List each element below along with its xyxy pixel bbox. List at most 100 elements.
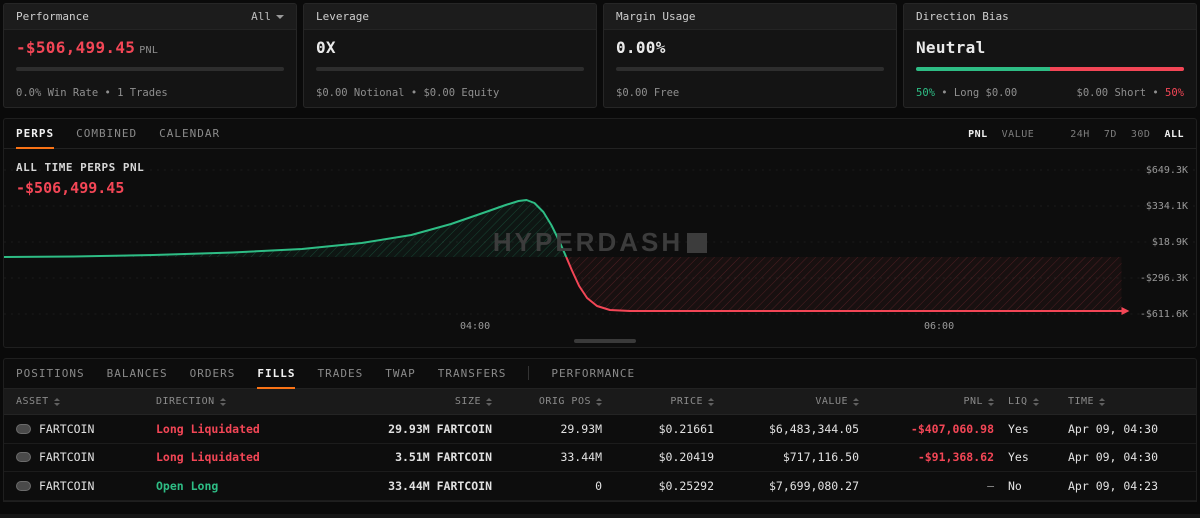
sort-icon xyxy=(596,397,602,406)
long-bias-bar-segment xyxy=(916,67,1050,71)
leverage-value: 0X xyxy=(316,38,336,57)
liq-cell: No xyxy=(1008,478,1022,493)
hyperdash-watermark: HYPERDASH xyxy=(4,227,1196,258)
direction-bias-card: Direction Bias Neutral 50% • Long $0.00 … xyxy=(903,3,1197,108)
hyperdash-logo-block xyxy=(687,233,708,253)
performance-pnl-value: -$506,499.45 PNL xyxy=(16,38,159,57)
tab-fills[interactable]: FILLS xyxy=(257,359,296,389)
y-axis-tick: $649.3K xyxy=(1145,165,1188,176)
range-24h-button[interactable]: 24H xyxy=(1070,129,1090,140)
table-row[interactable]: FARTCOIN Long Liquidated 29.93M FARTCOIN… xyxy=(4,415,1196,444)
asset-cell: FARTCOIN xyxy=(16,479,156,493)
tab-perps[interactable]: PERPS xyxy=(16,119,55,149)
sort-icon xyxy=(988,397,994,406)
performance-card-header: Performance All xyxy=(4,4,296,30)
orig-pos-cell: 0 xyxy=(595,478,602,493)
tab-orders[interactable]: ORDERS xyxy=(189,367,236,380)
sort-icon xyxy=(1032,397,1039,406)
long-bias-footer: 50% • Long $0.00 xyxy=(916,87,1018,99)
tab-twap[interactable]: TWAP xyxy=(385,367,416,380)
pnl-line-chart[interactable] xyxy=(4,149,1196,319)
header-value[interactable]: VALUE xyxy=(714,396,859,407)
direction-cell: Long Liquidated xyxy=(156,421,260,436)
header-time[interactable]: TIME xyxy=(1054,396,1184,407)
header-pnl[interactable]: PNL xyxy=(859,396,994,407)
table-row[interactable]: FARTCOIN Long Liquidated 3.51M FARTCOIN … xyxy=(4,444,1196,472)
sort-icon xyxy=(853,397,859,406)
price-cell: $0.21661 xyxy=(658,421,714,436)
page-scrollbar[interactable] xyxy=(0,514,1200,518)
range-all-button[interactable]: ALL xyxy=(1164,129,1184,140)
direction-bias-title: Direction Bias xyxy=(916,10,1009,23)
tab-trades[interactable]: TRADES xyxy=(317,367,364,380)
tab-performance[interactable]: PERFORMANCE xyxy=(551,367,636,380)
tab-calendar[interactable]: CALENDAR xyxy=(159,127,221,140)
y-axis-tick: -$296.3K xyxy=(1139,273,1188,284)
chart-scrollbar[interactable] xyxy=(574,339,636,343)
price-cell: $0.25292 xyxy=(658,478,714,493)
header-orig-pos[interactable]: ORIG POS xyxy=(492,396,602,407)
range-30d-button[interactable]: 30D xyxy=(1130,129,1151,140)
time-cell: Apr 09, 04:23 xyxy=(1068,478,1159,493)
x-axis-tick: 04:00 xyxy=(460,321,491,332)
x-axis-tick: 06:00 xyxy=(924,321,955,332)
y-axis-tick: $334.1K xyxy=(1145,201,1188,212)
coin-icon xyxy=(16,452,31,463)
direction-bias-value: Neutral xyxy=(916,38,986,57)
performance-footer: 0.0% Win Rate • 1 Trades xyxy=(16,87,168,99)
margin-usage-card: Margin Usage 0.00% $0.00 Free xyxy=(603,3,897,108)
sort-icon xyxy=(219,397,226,406)
tab-transfers[interactable]: TRANSFERS xyxy=(437,367,507,380)
chart-controls: PNL VALUE 24H 7D 30D ALL xyxy=(968,129,1184,148)
fills-table-header: ASSET DIRECTION SIZE ORIG POS PRICE VALU… xyxy=(4,389,1196,415)
orig-pos-cell: 29.93M xyxy=(560,421,602,436)
chart-headline: ALL TIME PERPS PNL xyxy=(16,161,145,174)
header-size[interactable]: SIZE xyxy=(336,396,492,407)
size-cell: 33.44M FARTCOIN xyxy=(388,478,492,493)
header-liq[interactable]: LIQ xyxy=(994,396,1054,407)
performance-filter-dropdown[interactable]: All xyxy=(251,10,284,23)
header-price[interactable]: PRICE xyxy=(602,396,714,407)
orig-pos-cell: 33.44M xyxy=(560,450,602,465)
size-cell: 29.93M FARTCOIN xyxy=(388,421,492,436)
table-row[interactable]: FARTCOIN Open Long 33.44M FARTCOIN 0 $0.… xyxy=(4,472,1196,501)
direction-cell: Open Long xyxy=(156,478,219,493)
range-7d-button[interactable]: 7D xyxy=(1103,129,1117,140)
header-direction[interactable]: DIRECTION xyxy=(156,396,336,407)
mode-value-button[interactable]: VALUE xyxy=(1001,129,1035,140)
mode-pnl-button[interactable]: PNL xyxy=(968,129,988,140)
direction-cell: Long Liquidated xyxy=(156,450,260,465)
performance-progress-bar xyxy=(16,67,284,71)
pnl-suffix-label: PNL xyxy=(139,45,159,56)
liq-cell: Yes xyxy=(1008,421,1029,436)
margin-usage-value: 0.00% xyxy=(616,38,666,57)
margin-usage-footer: $0.00 Free xyxy=(616,87,680,99)
fills-table-section: POSITIONS BALANCES ORDERS FILLS TRADES T… xyxy=(3,358,1197,502)
direction-bias-bar xyxy=(916,67,1184,71)
tab-positions[interactable]: POSITIONS xyxy=(16,367,85,380)
tab-combined[interactable]: COMBINED xyxy=(76,127,138,140)
asset-cell: FARTCOIN xyxy=(16,422,156,436)
leverage-title: Leverage xyxy=(316,10,369,23)
leverage-progress-bar xyxy=(316,67,584,71)
short-bias-footer: $0.00 Short • 50% xyxy=(1076,87,1184,99)
fills-table: ASSET DIRECTION SIZE ORIG POS PRICE VALU… xyxy=(4,389,1196,501)
sort-icon xyxy=(486,397,492,406)
performance-title: Performance xyxy=(16,10,89,23)
pnl-cell: — xyxy=(987,478,994,493)
coin-icon xyxy=(16,423,31,434)
header-asset[interactable]: ASSET xyxy=(16,396,156,407)
chart-headline-value: -$506,499.45 xyxy=(16,179,125,197)
sort-icon xyxy=(1099,397,1106,406)
value-cell: $6,483,344.05 xyxy=(768,421,859,436)
short-bias-bar-segment xyxy=(1050,67,1184,71)
pnl-cell: -$407,060.98 xyxy=(910,421,994,436)
tab-balances[interactable]: BALANCES xyxy=(106,367,168,380)
sort-icon xyxy=(708,397,714,406)
pnl-cell: -$91,368.62 xyxy=(917,450,994,465)
y-axis-tick: -$611.6K xyxy=(1139,309,1188,320)
table-tabs-row: POSITIONS BALANCES ORDERS FILLS TRADES T… xyxy=(4,359,1196,389)
pnl-chart-section: PERPS COMBINED CALENDAR PNL VALUE 24H 7D… xyxy=(3,118,1197,348)
performance-filter-value: All xyxy=(251,10,271,23)
